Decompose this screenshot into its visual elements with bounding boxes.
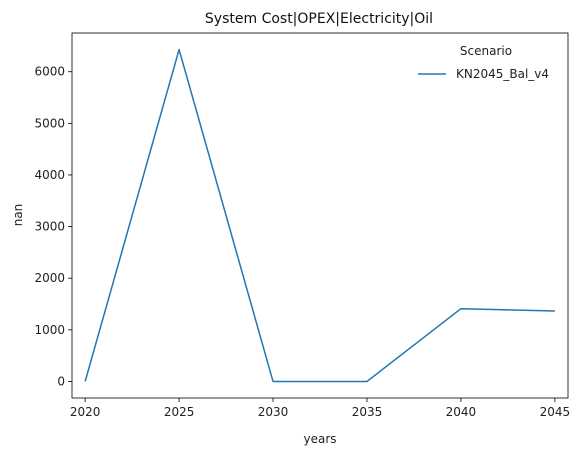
series-line [84, 48, 555, 383]
y-tick-label: 4000 [34, 168, 65, 182]
legend-entry: KN2045_Bal_v4 [456, 67, 549, 81]
y-tick-label: 3000 [34, 220, 65, 234]
x-tick-label: 2020 [70, 405, 101, 419]
y-tick-label: 0 [57, 374, 65, 388]
plot-area: 2020 2025 2030 2035 2040 2045 0 1000 2000 3000 400… [34, 48, 571, 419]
x-tick-label: 2035 [352, 405, 383, 419]
y-tick-label: 6000 [34, 65, 65, 79]
legend-title: Scenario [460, 44, 512, 58]
x-tick-label: 2045 [540, 405, 571, 419]
legend: Scenario KN2045_Bal_v4 [418, 44, 549, 81]
chart-title: System Cost|OPEX|Electricity|Oil [205, 11, 433, 27]
x-tick-label: 2040 [446, 405, 477, 419]
x-axis-label: years [303, 432, 336, 446]
plot-frame [71, 32, 569, 399]
x-tick-label: 2030 [258, 405, 289, 419]
y-axis-label: nan [11, 204, 25, 227]
y-tick-label: 2000 [34, 271, 65, 285]
y-tick-label: 5000 [34, 116, 65, 130]
x-tick-label: 2025 [164, 405, 195, 419]
y-tick-label: 1000 [34, 323, 65, 337]
